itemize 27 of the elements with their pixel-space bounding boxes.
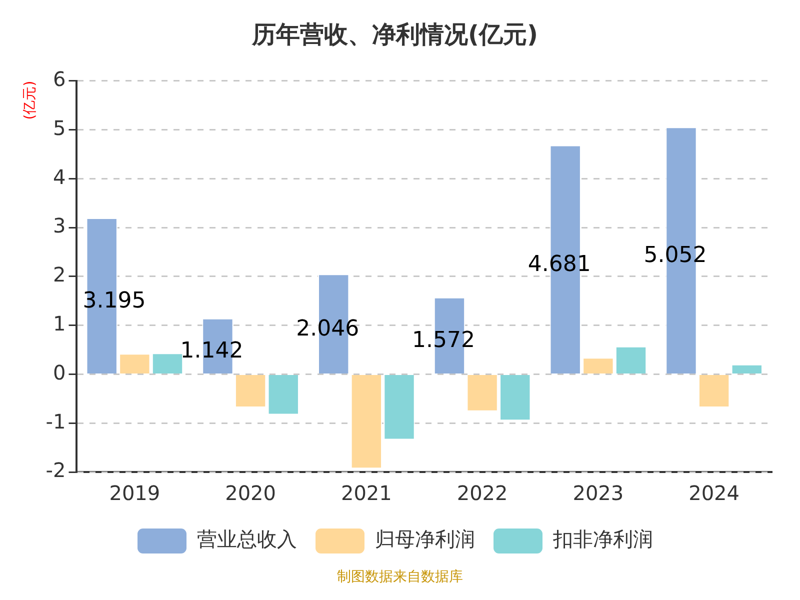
x-tick-label: 2021	[340, 481, 392, 506]
text: 制图数据来自数据库	[336, 568, 464, 586]
y-tick-label: 3	[53, 214, 66, 238]
y-tick-label: 5	[53, 116, 66, 140]
y-tick-label: 0	[53, 360, 66, 384]
legend-label: 扣非净利润	[552, 527, 653, 552]
x-tick-label: 2024	[688, 481, 740, 506]
legend-label: 营业总收入	[197, 527, 297, 552]
y-tick-label: 6	[53, 67, 66, 92]
x-tick-label: 2019	[109, 481, 160, 506]
y-tick-label: -1	[46, 409, 66, 434]
data-label: 4.681	[528, 252, 591, 278]
legend-label: 归母净利润	[375, 527, 475, 552]
data-label: 1.572	[412, 328, 475, 354]
y-tick-label: -2	[46, 458, 66, 482]
y-tick-label: 1	[53, 312, 66, 336]
x-tick-label: 2020	[225, 481, 276, 506]
y-tick-label: 2	[53, 262, 66, 287]
x-tick-label: 2023	[572, 481, 624, 506]
y-tick-label: 4	[53, 164, 66, 189]
y-axis-title: (亿元)	[22, 80, 38, 120]
x-tick-label: 2022	[456, 481, 508, 506]
data-label: 2.046	[296, 316, 360, 342]
data-label: 3.195	[82, 288, 146, 314]
data-label: 5.052	[644, 243, 707, 268]
data-label: 1.142	[180, 338, 244, 364]
chart-title: 历年营收、净利情况(亿元)	[251, 20, 538, 49]
